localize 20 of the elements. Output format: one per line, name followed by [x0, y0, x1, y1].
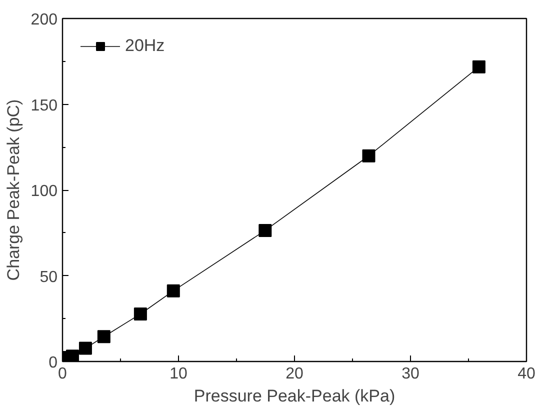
- legend-label: 20Hz: [125, 36, 165, 56]
- y-axis-title: Charge Peak-Peak (pC): [4, 99, 23, 281]
- point: [258, 224, 272, 237]
- point: [78, 342, 92, 355]
- y-tick-label: 50: [40, 268, 58, 286]
- point: [362, 149, 376, 162]
- x-tick-label: 20: [286, 366, 304, 382]
- x-axis-title: Pressure Peak-Peak (kPa): [194, 386, 396, 406]
- y-tick-label: 200: [30, 12, 58, 28]
- y-tick-label: 150: [30, 97, 58, 114]
- y-tick-label: 0: [48, 354, 58, 372]
- point: [97, 330, 110, 344]
- point: [134, 307, 147, 320]
- x-tick-label: 30: [402, 366, 420, 382]
- point: [472, 60, 486, 74]
- point: [66, 350, 79, 362]
- y-tick-label: 100: [30, 183, 58, 200]
- x-tick-label: 10: [170, 366, 188, 382]
- x-tick-label: 40: [518, 366, 536, 382]
- point: [166, 284, 180, 298]
